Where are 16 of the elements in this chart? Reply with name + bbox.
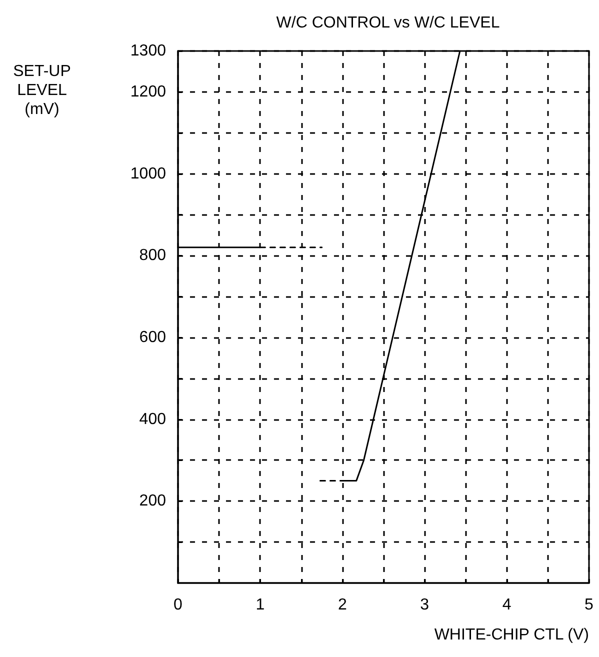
x-tick-label: 2 <box>338 596 347 614</box>
y-tick-label: 200 <box>139 492 166 510</box>
x-tick-label: 4 <box>502 596 512 614</box>
y-tick-label: 1300 <box>130 42 166 60</box>
y-tick-label: 600 <box>139 328 166 346</box>
chart-title: W/C CONTROL vs W/C LEVEL <box>276 14 500 32</box>
x-tick-label: 3 <box>420 596 430 614</box>
y-axis-title: SET-UP LEVEL (mV) <box>13 63 71 118</box>
y-tick-label: 800 <box>139 247 166 264</box>
x-tick-label: 0 <box>174 596 183 614</box>
y-tick-label: 400 <box>139 410 166 428</box>
y-tick-label: 1200 <box>130 83 166 100</box>
x-tick-label: 5 <box>584 596 594 614</box>
x-tick-label: 1 <box>256 596 265 614</box>
x-axis-title: WHITE-CHIP CTL (V) <box>434 626 589 644</box>
y-tick-label: 1000 <box>130 165 166 182</box>
